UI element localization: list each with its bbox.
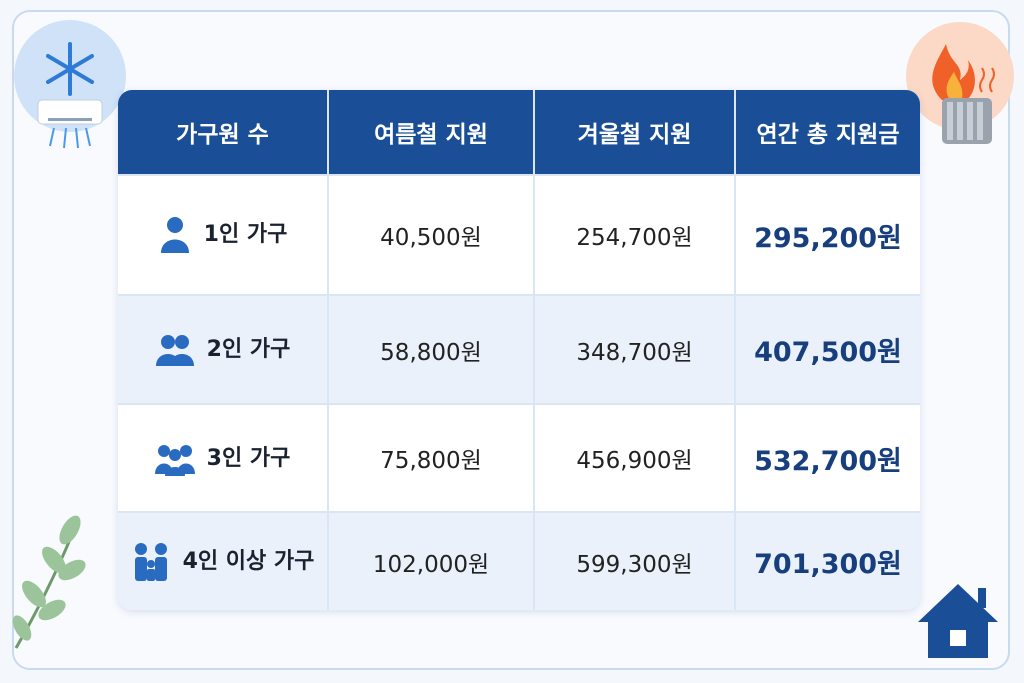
heater-fire-icon [906,22,1014,144]
leaf-decoration [12,515,86,649]
summer-cell: 75,800원 [329,403,535,511]
person-icon [160,217,189,253]
row: 3인 가구 75,800원 456,900원 532,700원 [118,403,920,511]
total-cell: 701,300원 [736,511,920,610]
total-cell: 407,500원 [736,294,920,403]
row: 2인 가구 58,800원 348,700원 407,500원 [118,294,920,403]
household-cell: 2인 가구 [118,294,329,403]
people-icon [154,445,195,476]
house-icon [918,584,998,658]
winter-cell: 456,900원 [535,403,736,511]
summer-cell: 102,000원 [329,511,535,610]
total-cell: 295,200원 [736,174,920,294]
row: 1인 가구 40,500원 254,700원 295,200원 [118,174,920,294]
header-cell: 연간 총 지원금 [736,90,920,174]
people-icon [155,335,194,366]
snowflake-ac-icon [14,20,126,149]
household-label: 3인 가구 [206,446,291,471]
household-cell: 1인 가구 [118,174,329,294]
winter-cell: 254,700원 [535,174,736,294]
household-cell: 4인 이상 가구 [118,511,329,610]
header-cell: 여름철 지원 [329,90,535,174]
row: 4인 이상 가구 102,000원 599,300원 701,300원 [118,511,920,610]
household-cell: 3인 가구 [118,403,329,511]
winter-cell: 599,300원 [535,511,736,610]
family-icon [134,542,167,581]
header-cell: 가구원 수 [118,90,329,174]
household-label: 4인 이상 가구 [182,548,315,574]
summer-cell: 40,500원 [329,174,535,294]
household-label: 1인 가구 [203,222,288,247]
header-cell: 겨울철 지원 [535,90,736,174]
total-cell: 532,700원 [736,403,920,511]
support-table: 가구원 수 여름철 지원 겨울철 지원 연간 총 지원금 1인 가구 40,50… [118,90,920,610]
header-row: 가구원 수 여름철 지원 겨울철 지원 연간 총 지원금 [118,90,920,174]
household-label: 2인 가구 [206,337,291,362]
summer-cell: 58,800원 [329,294,535,403]
winter-cell: 348,700원 [535,294,736,403]
